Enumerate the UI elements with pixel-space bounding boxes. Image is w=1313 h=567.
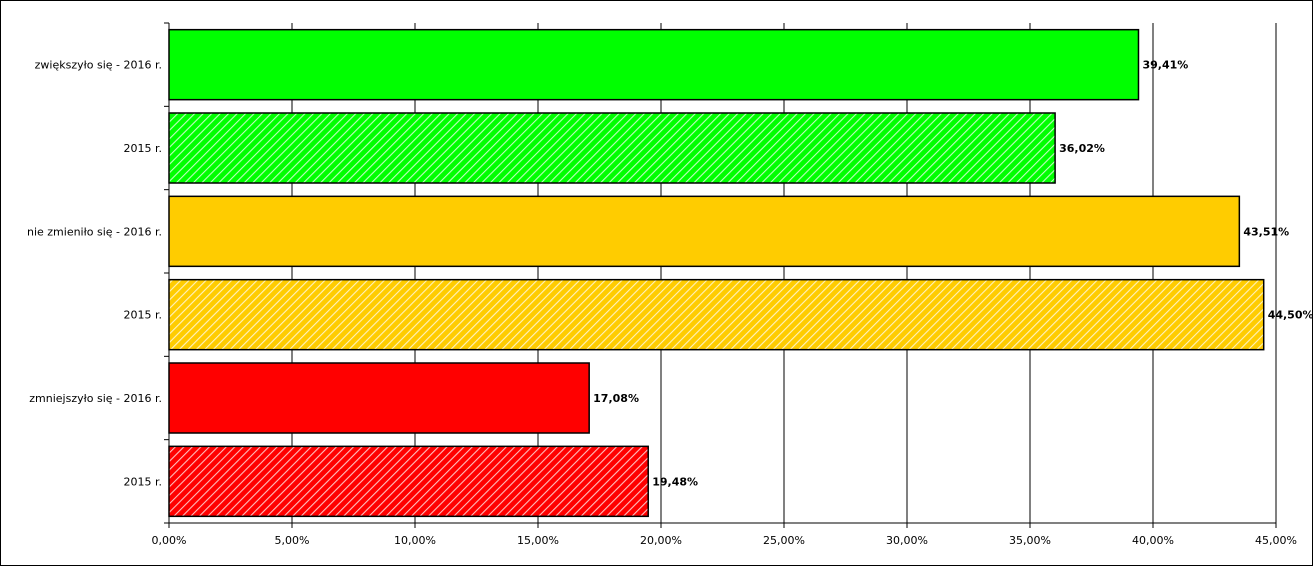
data-label: 36,02% bbox=[1059, 142, 1105, 155]
data-label: 17,08% bbox=[593, 392, 639, 405]
bar bbox=[168, 28, 1140, 101]
x-tick-label: 35,00% bbox=[1009, 534, 1051, 547]
category-label: zwiększyło się - 2016 r. bbox=[35, 59, 162, 72]
x-tick-label: 15,00% bbox=[517, 534, 559, 547]
x-tick-label: 30,00% bbox=[886, 534, 928, 547]
data-label: 43,51% bbox=[1243, 225, 1289, 238]
bar bbox=[168, 278, 1265, 351]
labels: 39,41% zwiększyło się - 2016 r. 36,02% 2015… bbox=[27, 59, 1313, 547]
category-label: 2015 r. bbox=[124, 142, 163, 155]
x-tick-label: 0,00% bbox=[152, 534, 187, 547]
x-tick-label: 5,00% bbox=[275, 534, 310, 547]
bar bbox=[168, 445, 649, 518]
category-label: 2015 r. bbox=[124, 475, 163, 488]
x-tick-label: 10,00% bbox=[394, 534, 436, 547]
gridlines bbox=[291, 23, 1277, 523]
category-label: nie zmieniło się - 2016 r. bbox=[27, 225, 162, 238]
category-label: zmniejszyło się - 2016 r. bbox=[29, 392, 162, 405]
category-label: 2015 r. bbox=[124, 309, 163, 322]
bar bbox=[168, 195, 1241, 268]
bar bbox=[168, 362, 590, 434]
bars bbox=[168, 28, 1265, 518]
data-label: 44,50% bbox=[1268, 309, 1313, 322]
x-tick-label: 20,00% bbox=[640, 534, 682, 547]
axes bbox=[164, 22, 1277, 528]
data-label: 19,48% bbox=[652, 475, 698, 488]
bar bbox=[168, 112, 1056, 184]
x-tick-label: 25,00% bbox=[763, 534, 805, 547]
x-tick-label: 45,00% bbox=[1255, 534, 1297, 547]
data-label: 39,41% bbox=[1142, 59, 1188, 72]
x-tick-label: 40,00% bbox=[1132, 534, 1174, 547]
